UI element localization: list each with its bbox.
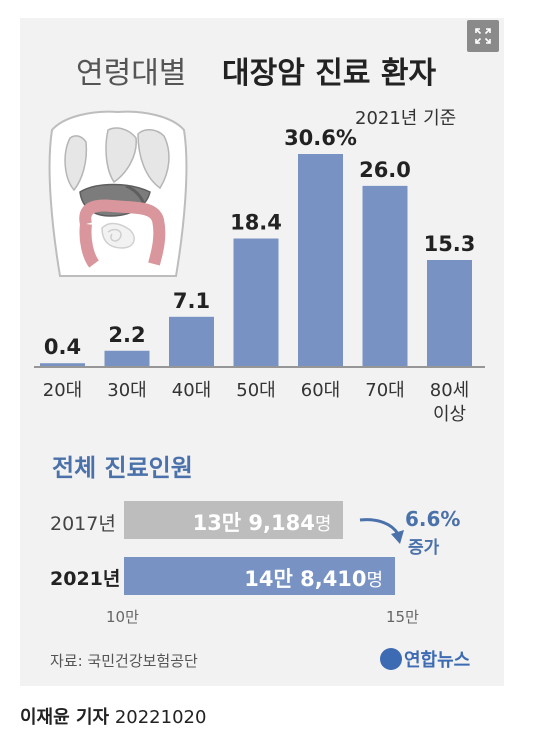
hbar-value-2017: 13만 9,184명 [192, 511, 332, 535]
logo-text: 연합뉴스 [404, 650, 471, 671]
x-tick-15man: 15만 [386, 608, 419, 626]
year-label-2021: 2021년 [50, 568, 121, 590]
x-tick-10man: 10만 [106, 608, 139, 626]
expand-button[interactable] [467, 20, 499, 52]
bar-5 [362, 185, 408, 366]
yonhap-logo-icon [380, 648, 402, 670]
bar-value-label-0: 0.4 [44, 335, 81, 359]
category-label-6: 80세 [430, 380, 469, 401]
bar-value-label-2: 7.1 [173, 289, 210, 313]
category-label-3: 50대 [236, 380, 275, 401]
unit-label: 명 [366, 570, 384, 591]
expand-icon [475, 28, 491, 44]
bar-value-label-4: 30.6% [284, 126, 357, 150]
bar-value-label-5: 26.0 [359, 158, 411, 182]
category-label-4: 60대 [301, 380, 340, 401]
category-label-1: 30대 [107, 380, 146, 401]
bar-2 [169, 316, 214, 366]
summary-title: 전체 진료인원 [52, 454, 193, 482]
chart-title: 대장암 진료 환자 [222, 56, 437, 91]
bar-6 [427, 260, 472, 366]
bar-value-label-1: 2.2 [108, 323, 145, 347]
bar-4 [298, 154, 343, 366]
yonhap-logo: 연합뉴스 [380, 646, 470, 672]
byline: 이재윤 기자 20221020 [20, 703, 206, 729]
bar-value-label-6: 15.3 [424, 232, 476, 256]
chart-title-prefix: 연령대별 [76, 56, 187, 91]
bar-1 [104, 350, 150, 366]
torso-organs-illustration [48, 110, 188, 277]
source-note: 자료: 국민건강보험공단 [50, 652, 198, 670]
reporter-name: 이재윤 기자 [20, 707, 110, 728]
hbar-2021 [124, 557, 396, 595]
year-label-2017: 2017년 [50, 513, 116, 535]
reference-year: 2021년 기준 [355, 108, 457, 129]
bar-0 [40, 363, 85, 366]
category-label-2: 40대 [172, 380, 211, 401]
hbar-value-2021: 14만 8,410명 [244, 567, 384, 591]
bar-value-label-3: 18.4 [230, 211, 282, 235]
publish-date: 20221020 [114, 707, 207, 728]
increase-rate: 6.6% [405, 507, 461, 531]
hbar-2017 [124, 501, 344, 539]
unit-label: 명 [314, 514, 332, 535]
category-label-6: 이상 [433, 404, 466, 425]
bar-3 [233, 238, 279, 366]
category-label-5: 70대 [365, 380, 404, 401]
increase-label: 증가 [408, 538, 440, 558]
category-label-0: 20대 [43, 380, 82, 401]
